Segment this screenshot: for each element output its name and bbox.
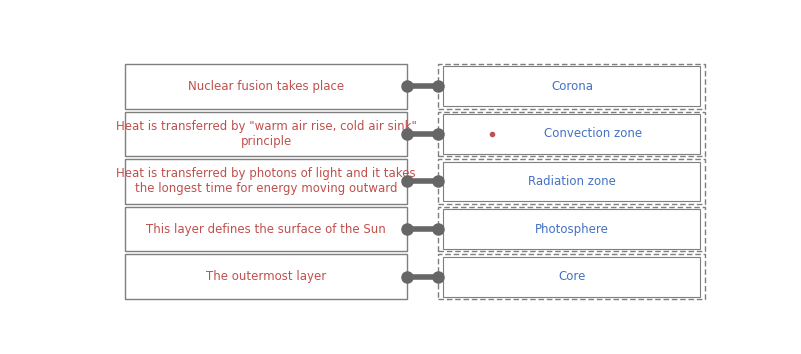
Text: Heat is transferred by photons of light and it takes
the longest time for energy: Heat is transferred by photons of light … bbox=[116, 167, 416, 195]
Text: This layer defines the surface of the Sun: This layer defines the surface of the Su… bbox=[147, 223, 386, 235]
Bar bbox=[438, 159, 706, 204]
Text: Core: Core bbox=[558, 270, 586, 283]
Bar bbox=[438, 112, 706, 156]
Bar bbox=[444, 161, 700, 201]
Text: Corona: Corona bbox=[551, 80, 593, 93]
Bar bbox=[444, 114, 700, 154]
Text: Photosphere: Photosphere bbox=[535, 223, 609, 235]
Text: Radiation zone: Radiation zone bbox=[528, 175, 616, 188]
Bar bbox=[444, 67, 700, 106]
Text: The outermost layer: The outermost layer bbox=[206, 270, 326, 283]
Text: Convection zone: Convection zone bbox=[544, 127, 642, 141]
Bar bbox=[125, 159, 408, 204]
Bar bbox=[438, 255, 706, 299]
Text: Heat is transferred by "warm air rise, cold air sink"
principle: Heat is transferred by "warm air rise, c… bbox=[116, 120, 417, 148]
Bar bbox=[438, 207, 706, 251]
Bar bbox=[444, 257, 700, 297]
Bar bbox=[438, 64, 706, 109]
Bar bbox=[125, 112, 408, 156]
Bar bbox=[125, 207, 408, 251]
Text: Nuclear fusion takes place: Nuclear fusion takes place bbox=[188, 80, 344, 93]
Bar bbox=[125, 255, 408, 299]
Bar bbox=[444, 209, 700, 249]
Bar bbox=[125, 64, 408, 109]
